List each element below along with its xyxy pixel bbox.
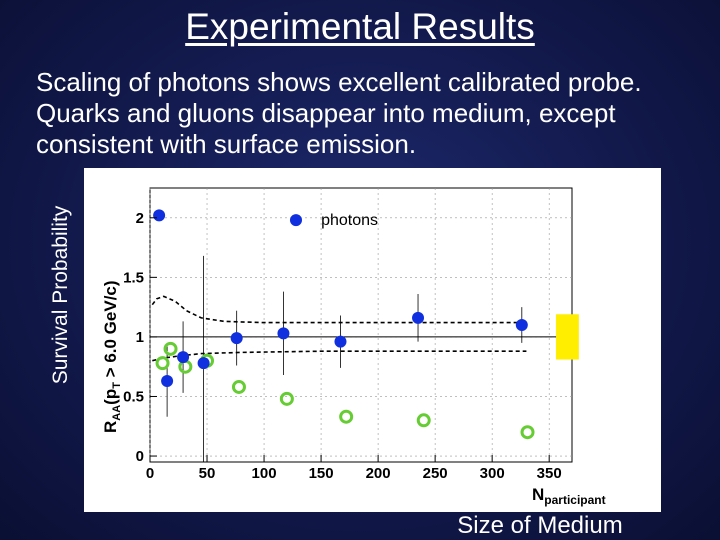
- subtitle-line-3: consistent with surface emission.: [36, 129, 417, 159]
- legend-photons-marker: [289, 214, 302, 227]
- open-circle-point: [339, 409, 354, 424]
- envelope-upper: [151, 295, 527, 324]
- error-bars: [166, 255, 523, 462]
- open-circle-point: [155, 356, 170, 371]
- data-markers: [153, 209, 535, 440]
- subtitle-line-1: Scaling of photons shows excellent calib…: [36, 67, 642, 97]
- envelope-curves: [151, 295, 527, 362]
- y-axis-title: RAA(pT > 6.0 GeV/c): [101, 280, 123, 433]
- y-tick-label: 1: [136, 329, 144, 346]
- axis-ticks: 0 50 100 150 200 250 300 350 0 0.5 1 1.5 2: [123, 210, 562, 482]
- photon-point: [515, 319, 528, 331]
- x-tick-label: 150: [309, 465, 334, 482]
- photon-point: [412, 311, 425, 324]
- x-tick-label: 250: [423, 465, 448, 482]
- open-circle-point: [416, 413, 431, 428]
- x-axis-title: Nparticipant: [532, 485, 606, 507]
- legend-photons-label: photons: [321, 212, 378, 229]
- photon-point: [161, 374, 174, 387]
- systematic-band: [556, 314, 579, 360]
- y-tick-label: 2: [136, 210, 144, 227]
- slide-subtitle: Scaling of photons shows excellent calib…: [36, 67, 716, 160]
- photon-point: [197, 357, 210, 370]
- slide-title: Experimental Results: [185, 6, 535, 47]
- chart-panel: 0 50 100 150 200 250 300 350 0 0.5 1 1.5 2 RAA(pT > …: [84, 168, 661, 512]
- x-tick-label: 50: [199, 465, 216, 482]
- x-tick-label: 300: [480, 465, 505, 482]
- open-circle-point: [231, 379, 246, 394]
- open-circle-point: [520, 425, 535, 440]
- x-tick-label: 100: [252, 465, 277, 482]
- x-tick-label: 350: [537, 465, 562, 482]
- subtitle-line-2: Quarks and gluons disappear into medium,…: [36, 98, 616, 128]
- x-tick-label: 0: [146, 465, 154, 482]
- y-tick-label: 0: [136, 448, 144, 465]
- y-tick-label: 1.5: [123, 269, 144, 286]
- open-circle-point: [163, 341, 178, 356]
- photon-point: [153, 209, 166, 222]
- outer-x-axis-label: Size of Medium: [457, 512, 623, 539]
- y-tick-label: 0.5: [123, 388, 144, 405]
- x-tick-label: 200: [366, 465, 391, 482]
- grid-lines: [149, 188, 572, 462]
- photon-point: [230, 332, 243, 345]
- photon-point: [177, 351, 190, 364]
- photon-point: [277, 327, 290, 340]
- photon-point: [334, 335, 347, 348]
- raa-chart: 0 50 100 150 200 250 300 350 0 0.5 1 1.5 2 RAA(pT > …: [101, 187, 606, 507]
- outer-y-axis-label: Survival Probability: [49, 205, 72, 385]
- open-circle-point: [279, 391, 294, 406]
